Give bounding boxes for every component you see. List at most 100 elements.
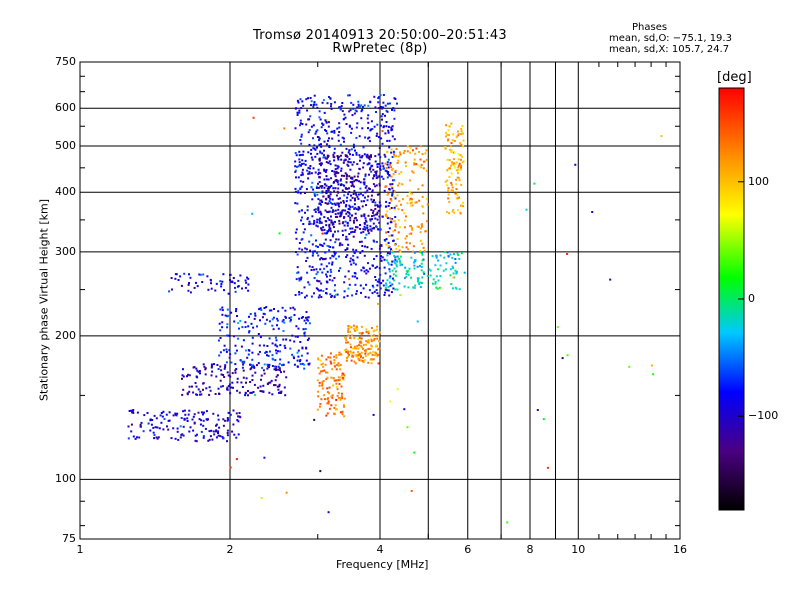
data-point <box>406 426 409 429</box>
data-point <box>344 209 347 212</box>
data-point <box>277 310 280 313</box>
data-point <box>359 156 362 159</box>
data-point <box>338 219 341 222</box>
data-point <box>320 354 323 357</box>
data-point <box>216 364 219 366</box>
data-point <box>320 145 323 148</box>
data-point <box>306 169 309 172</box>
data-point <box>172 414 175 417</box>
data-point <box>457 164 460 167</box>
data-point <box>191 385 193 388</box>
data-point <box>339 179 342 182</box>
data-point <box>278 367 281 370</box>
data-point <box>360 344 362 347</box>
data-point <box>351 347 354 350</box>
data-point <box>349 325 352 328</box>
data-point <box>405 273 408 275</box>
data-point <box>262 369 265 372</box>
data-point <box>365 220 368 223</box>
data-point <box>377 348 379 351</box>
data-point <box>347 160 350 163</box>
data-point <box>446 169 449 172</box>
data-point <box>210 282 212 285</box>
data-point <box>300 292 303 294</box>
data-point <box>380 106 383 108</box>
data-point <box>356 175 359 178</box>
data-point <box>316 129 319 132</box>
data-point <box>345 200 348 203</box>
data-point <box>438 286 441 289</box>
data-point <box>355 126 358 129</box>
data-point <box>326 211 329 213</box>
data-point <box>337 396 340 399</box>
data-point <box>420 262 423 265</box>
data-point <box>335 379 338 382</box>
y-tick-label: 600 <box>55 101 76 115</box>
data-point <box>235 349 238 352</box>
data-point <box>360 104 363 107</box>
data-point <box>247 325 250 328</box>
data-point <box>383 258 386 261</box>
data-point <box>232 277 235 279</box>
data-point <box>331 235 334 238</box>
data-point <box>351 294 354 297</box>
data-point <box>237 433 240 436</box>
data-point <box>345 348 348 351</box>
data-point <box>320 228 323 231</box>
data-point <box>303 363 306 366</box>
data-point <box>293 340 296 343</box>
data-point <box>356 277 359 280</box>
data-point <box>413 251 416 254</box>
data-point <box>330 404 333 407</box>
data-point <box>417 278 419 281</box>
data-point <box>358 206 360 209</box>
data-point <box>329 257 332 260</box>
data-point <box>379 156 382 159</box>
data-point <box>313 208 316 211</box>
data-point <box>353 217 356 220</box>
data-point <box>388 294 391 297</box>
data-point <box>382 101 385 104</box>
data-point <box>357 193 360 196</box>
data-point <box>153 414 156 417</box>
data-point <box>374 170 377 173</box>
data-point <box>219 435 222 438</box>
data-point <box>450 182 453 184</box>
data-point <box>345 147 348 150</box>
data-point <box>320 143 322 146</box>
data-point <box>266 345 269 347</box>
data-point <box>336 388 339 391</box>
data-point <box>360 110 363 113</box>
data-point <box>379 204 382 207</box>
data-point <box>375 255 378 258</box>
data-point <box>130 409 133 412</box>
data-point <box>326 371 329 374</box>
data-point <box>357 347 360 350</box>
data-point <box>308 265 311 268</box>
data-point <box>435 286 438 289</box>
data-point <box>189 426 192 429</box>
data-point <box>346 356 348 359</box>
data-point <box>315 273 318 276</box>
data-point <box>236 315 238 317</box>
data-point <box>398 258 401 260</box>
data-point <box>202 435 205 438</box>
data-point <box>326 387 329 390</box>
data-point <box>462 139 465 142</box>
data-point <box>261 366 264 369</box>
data-point <box>347 325 350 328</box>
data-point <box>268 366 270 369</box>
data-point <box>355 153 358 156</box>
data-point <box>297 101 300 104</box>
data-point <box>319 118 322 121</box>
data-point <box>331 170 334 172</box>
data-point <box>395 263 398 266</box>
data-point <box>391 234 394 237</box>
data-point <box>372 177 375 180</box>
data-point <box>346 341 349 344</box>
data-point <box>374 208 377 210</box>
data-point <box>354 197 356 200</box>
data-point <box>422 160 425 163</box>
data-point <box>325 192 328 195</box>
data-point <box>348 110 351 113</box>
